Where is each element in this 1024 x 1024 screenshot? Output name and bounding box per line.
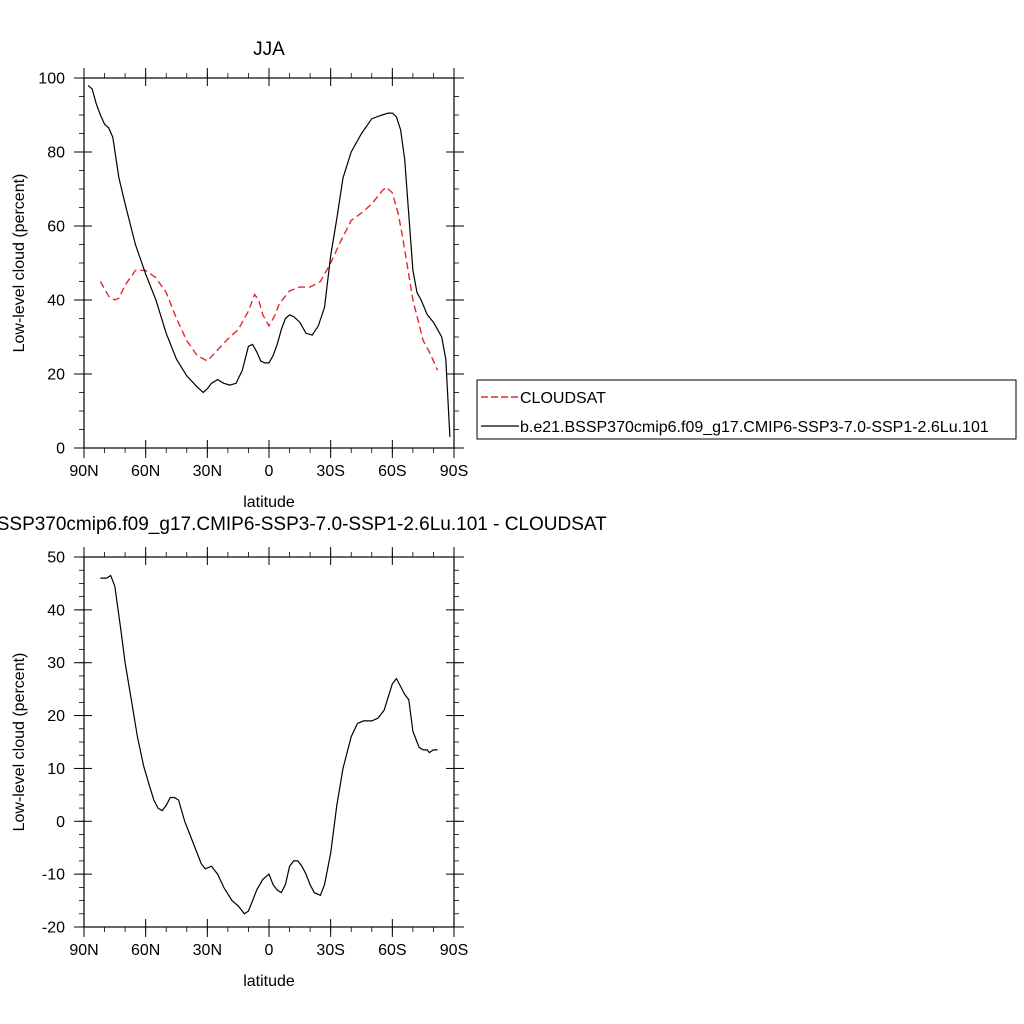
x-tick-label: 60S: [378, 942, 406, 959]
x-tick-label: 90S: [440, 463, 468, 480]
x-tick-label: 30S: [316, 463, 344, 480]
x-tick-label: 0: [265, 942, 274, 959]
top-plot-frame: [83, 77, 455, 449]
y-tick-label: 40: [47, 293, 65, 310]
y-tick-label: -20: [42, 920, 65, 937]
difference-series-line: [100, 574, 438, 915]
y-tick-label: 30: [47, 655, 65, 672]
top-chart-title: JJA: [253, 39, 285, 60]
x-tick-label: 30N: [193, 463, 222, 480]
bottom-plot-frame: [83, 556, 455, 928]
bottom-chart-title: b.e21.BSSP370cmip6.f09_g17.CMIP6-SSP3-7.…: [0, 514, 607, 535]
bottom-x-axis-label: latitude: [243, 973, 295, 990]
x-tick-label: 60N: [131, 942, 160, 959]
y-tick-label: -10: [42, 867, 65, 884]
y-tick-label: 40: [47, 602, 65, 619]
x-tick-label: 0: [265, 463, 274, 480]
legend-cloudsat-label: CLOUDSAT: [520, 390, 606, 407]
top-x-axis-label: latitude: [243, 494, 295, 511]
bottom-y-tick-labels: -20 -10 0 10 20 30 40 50: [42, 550, 65, 937]
top-y-axis-label: Low-level cloud (percent): [11, 174, 28, 353]
y-tick-label: 20: [47, 708, 65, 725]
bottom-panel: b.e21.BSSP370cmip6.f09_g17.CMIP6-SSP3-7.…: [0, 514, 607, 990]
y-tick-label: 20: [47, 367, 65, 384]
y-tick-label: 0: [56, 441, 65, 458]
model-series-line: [87, 84, 451, 437]
y-tick-label: 60: [47, 219, 65, 236]
y-tick-label: 10: [47, 761, 65, 778]
x-tick-label: 30N: [193, 942, 222, 959]
x-tick-label: 30S: [316, 942, 344, 959]
y-tick-label: 50: [47, 550, 65, 567]
x-tick-label: 90S: [440, 942, 468, 959]
x-tick-label: 60N: [131, 463, 160, 480]
y-tick-label: 0: [56, 814, 65, 831]
top-tick-marks: [74, 68, 464, 458]
legend-box: [476, 379, 1017, 440]
top-x-tick-labels: 90N 60N 30N 0 30S 60S 90S: [69, 463, 468, 480]
y-tick-label: 100: [38, 71, 65, 88]
legend-model-label: b.e21.BSSP370cmip6.f09_g17.CMIP6-SSP3-7.…: [520, 419, 989, 436]
top-y-tick-labels: 0 20 40 60 80 100: [38, 71, 65, 458]
x-tick-label: 90N: [69, 463, 98, 480]
bottom-x-tick-labels: 90N 60N 30N 0 30S 60S 90S: [69, 942, 468, 959]
cloudsat-series-line: [99, 186, 439, 371]
bottom-tick-marks: [74, 547, 464, 937]
bottom-y-axis-label: Low-level cloud (percent): [11, 653, 28, 832]
top-panel: JJA 0 20 40 60 80 100 90N 60N 30N 0 30S 60S 90S lat…: [11, 39, 468, 511]
x-tick-label: 90N: [69, 942, 98, 959]
legend: CLOUDSAT b.e21.BSSP370cmip6.f09_g17.CMIP…: [476, 379, 1017, 440]
x-tick-label: 60S: [378, 463, 406, 480]
y-tick-label: 80: [47, 145, 65, 162]
